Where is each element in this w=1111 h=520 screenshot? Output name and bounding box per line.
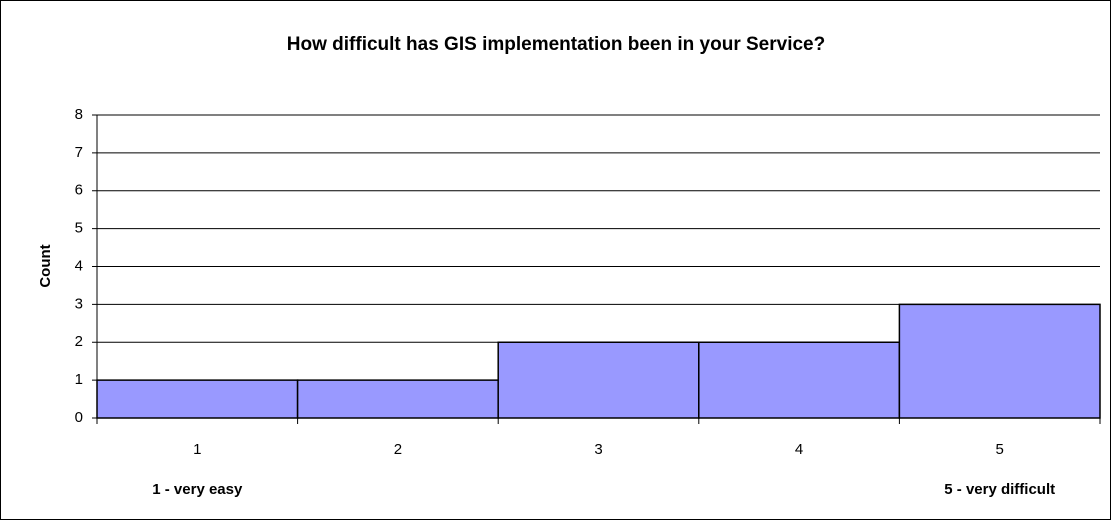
bar (497, 341, 700, 419)
chart-title: How difficult has GIS implementation bee… (287, 34, 825, 55)
annotation: 1 - very easy (152, 481, 243, 498)
y-tick-label: 6 (75, 182, 83, 199)
y-tick-label: 3 (75, 295, 83, 312)
bar (898, 303, 1101, 419)
x-tick-label: 5 (996, 441, 1004, 458)
x-tick-label: 1 (193, 441, 201, 458)
bar (96, 379, 299, 419)
y-tick-label: 2 (75, 333, 83, 350)
x-tick-label: 4 (795, 441, 803, 458)
y-tick-label: 1 (75, 371, 83, 388)
annotation: 5 - very difficult (944, 481, 1055, 498)
y-tick-label: 8 (75, 106, 83, 123)
x-tick-label: 2 (394, 441, 402, 458)
y-tick-label: 7 (75, 144, 83, 161)
y-tick-label: 5 (75, 220, 83, 237)
y-tick-label: 4 (75, 257, 83, 274)
x-tick-label: 3 (594, 441, 602, 458)
bar (296, 379, 499, 419)
y-tick-label: 0 (75, 409, 83, 426)
bar (698, 341, 901, 419)
y-axis-label: Count (37, 244, 54, 287)
